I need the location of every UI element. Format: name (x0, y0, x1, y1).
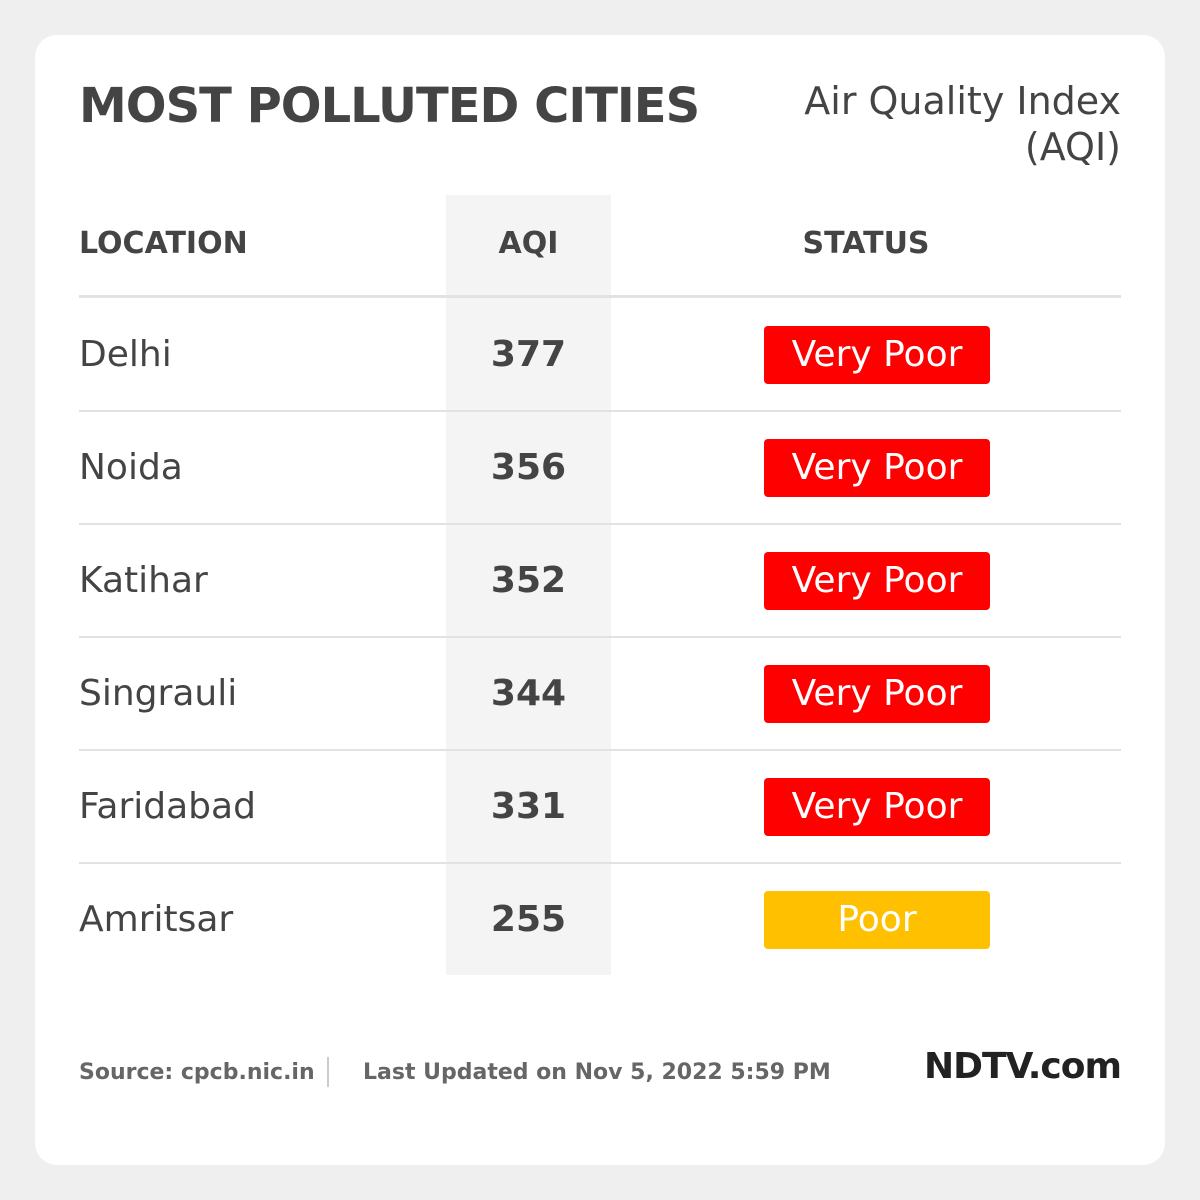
status-badge: Very Poor (764, 439, 990, 497)
row-rule (79, 636, 1121, 638)
status-badge: Very Poor (764, 778, 990, 836)
row-rule (79, 523, 1121, 525)
subtitle: Air Quality Index (AQI) (804, 78, 1121, 170)
aqi-value: 356 (490, 447, 567, 488)
location: Noida (79, 447, 183, 488)
row-rule (79, 862, 1121, 864)
brand-logo: NDTV.com (923, 1046, 1122, 1087)
location: Katihar (79, 560, 208, 601)
column-header: AQI (498, 226, 559, 261)
last-updated: Last Updated on Nov 5, 2022 5:59 PM (363, 1060, 831, 1085)
column-header: LOCATION (79, 226, 248, 261)
header-rule (79, 295, 1121, 298)
aqi-value: 344 (490, 673, 567, 714)
status-badge: Very Poor (764, 326, 990, 384)
aqi-column-band (446, 195, 611, 975)
status-badge: Very Poor (764, 665, 990, 723)
location: Singrauli (79, 673, 238, 714)
source: Source: cpcb.nic.in (79, 1060, 315, 1085)
title: MOST POLLUTED CITIES (79, 78, 700, 134)
footer-divider (327, 1057, 329, 1087)
row-rule (79, 749, 1121, 751)
row-rule (79, 410, 1121, 412)
aqi-value: 255 (490, 899, 567, 940)
subtitle-line: Air Quality Index (804, 79, 1121, 123)
subtitle-line: (AQI) (1024, 125, 1121, 169)
column-header: STATUS (802, 226, 930, 261)
status-badge: Very Poor (764, 552, 990, 610)
aqi-value: 377 (490, 334, 567, 375)
aqi-value: 352 (490, 560, 567, 601)
status-badge: Poor (764, 891, 990, 949)
location: Faridabad (79, 786, 256, 827)
aqi-value: 331 (490, 786, 567, 827)
location: Amritsar (79, 899, 234, 940)
location: Delhi (79, 334, 172, 375)
